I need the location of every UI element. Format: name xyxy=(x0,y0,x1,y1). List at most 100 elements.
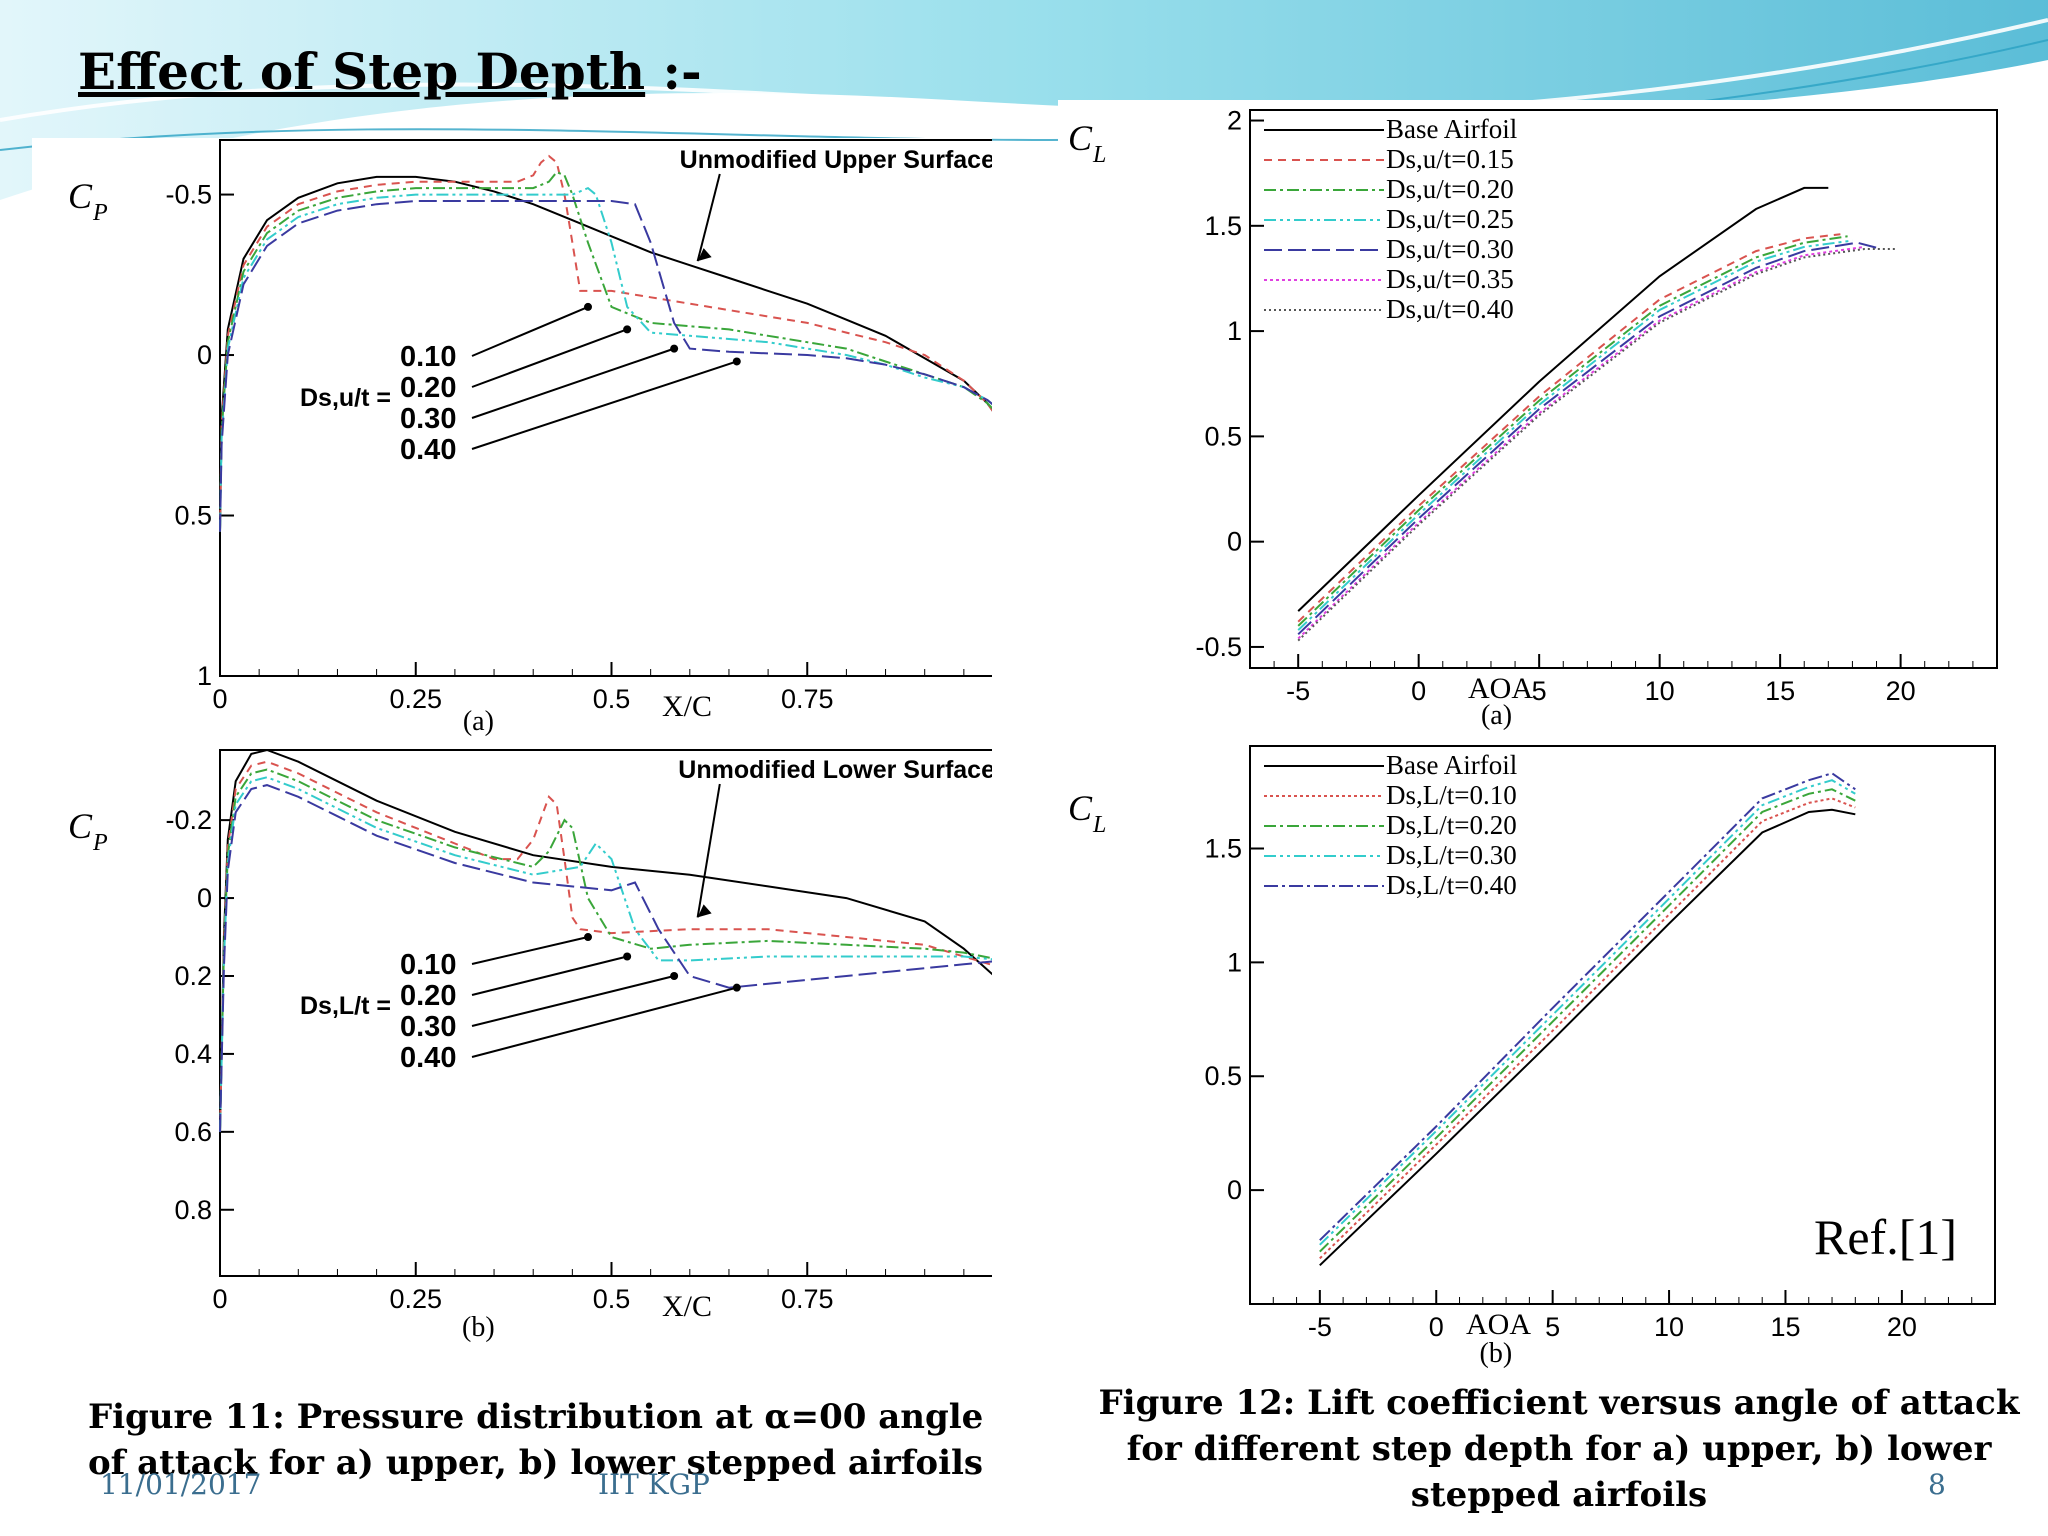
step-depth-arrow xyxy=(471,955,628,996)
annotation-arrow xyxy=(696,173,721,262)
y-axis-label: C xyxy=(1068,118,1093,158)
series-line-5 xyxy=(1297,245,1865,640)
y-tick-label: 0.2 xyxy=(174,961,212,991)
step-depth-arrowhead xyxy=(584,933,593,942)
step-depth-arrow xyxy=(471,328,628,388)
annotation-arrow xyxy=(696,783,721,918)
y-tick-label: 0.4 xyxy=(174,1039,212,1069)
figure-12-panel: -5 0 5 10 15 20 -0.5 0 0.5 1 1.5 2 C L AOA (a) Base Airf… xyxy=(1058,100,2048,1370)
x-tick-label: 0.75 xyxy=(781,1284,834,1314)
y-tick-label: 0.8 xyxy=(174,1195,212,1225)
y-axis-label-sub: P xyxy=(92,200,108,226)
plot-frame xyxy=(219,139,992,677)
y-tick-label: 0 xyxy=(1227,527,1242,557)
series-line-6 xyxy=(1297,248,1896,642)
y-tick-label: -0.5 xyxy=(165,180,212,210)
y-tick-label: 2 xyxy=(1227,106,1242,136)
series-line-2 xyxy=(1319,788,1856,1253)
step-depth-arrowhead xyxy=(623,952,632,961)
panel-label: (a) xyxy=(463,706,494,737)
panel-label: (b) xyxy=(462,1312,495,1343)
step-depth-arrow xyxy=(471,986,738,1058)
series-line-0 xyxy=(219,748,992,1132)
step-depth-label: 0.30 xyxy=(400,403,456,435)
y-tick-label: 0.5 xyxy=(174,501,212,531)
legend-label: Ds,u/t=0.35 xyxy=(1386,264,1514,294)
step-depth-arrow xyxy=(471,360,738,450)
figure-11-panel: 00.250.50.751-0.500.51CPX/C(a)Unmodified… xyxy=(32,138,992,1366)
legend-label: Ds,u/t=0.25 xyxy=(1386,204,1514,234)
x-tick-label: 0 xyxy=(212,684,227,714)
y-tick-label: 1 xyxy=(1227,316,1242,346)
footer-org: IIT KGP xyxy=(598,1468,710,1501)
step-depth-label: 0.20 xyxy=(400,980,456,1012)
step-depth-group-label: Ds,L/t = xyxy=(300,992,391,1020)
x-tick-label: 0.25 xyxy=(389,684,442,714)
legend-label: Ds,L/t=0.40 xyxy=(1386,870,1517,900)
series-line-1 xyxy=(1319,797,1856,1260)
x-axis-label: X/C xyxy=(662,690,712,723)
series-line-4 xyxy=(219,784,992,1132)
y-tick-label: 0.5 xyxy=(1204,421,1242,451)
series-line-4 xyxy=(1319,772,1856,1241)
cp-upper-chart: 00.250.50.751-0.500.51CPX/C(a)Unmodified… xyxy=(68,139,992,737)
footer-page-number: 8 xyxy=(1928,1468,1946,1501)
step-depth-arrow xyxy=(471,936,589,965)
y-tick-label: 0 xyxy=(1227,1175,1242,1205)
series-line-3 xyxy=(219,186,992,532)
x-tick-label: 0.5 xyxy=(593,684,631,714)
y-axis-label: C xyxy=(68,176,93,216)
y-tick-label: -0.5 xyxy=(1195,632,1242,662)
annotation-arrowhead xyxy=(697,248,712,262)
legend-label: Ds,L/t=0.20 xyxy=(1386,810,1517,840)
series-line-4 xyxy=(1297,241,1882,636)
step-depth-group-label: Ds,u/t = xyxy=(300,384,391,412)
legend-label: Ds,L/t=0.10 xyxy=(1386,780,1517,810)
series-line-2 xyxy=(219,170,992,532)
slide-title: Effect of Step Depth :- xyxy=(78,42,702,101)
series-line-1 xyxy=(219,760,992,1132)
x-tick-label: 0.75 xyxy=(781,684,834,714)
reference-label: Ref.[1] xyxy=(1814,1209,1957,1265)
panel-label: (b) xyxy=(1480,1338,1513,1369)
legend-label: Base Airfoil xyxy=(1386,114,1517,144)
series-line-0 xyxy=(1319,808,1856,1267)
step-depth-label: 0.20 xyxy=(400,372,456,404)
x-tick-label: 0 xyxy=(212,1284,227,1314)
series-line-0 xyxy=(219,175,992,532)
step-depth-arrow xyxy=(471,975,675,1027)
series-line-2 xyxy=(1297,235,1848,627)
series-line-3 xyxy=(1297,239,1853,631)
step-depth-arrowhead xyxy=(584,302,593,311)
step-depth-arrowhead xyxy=(670,344,679,353)
header-swoosh xyxy=(0,0,2048,200)
series-line-3 xyxy=(1319,779,1856,1246)
x-tick-label: 0.25 xyxy=(389,1284,442,1314)
step-depth-label: 0.10 xyxy=(400,341,456,373)
legend-label: Ds,L/t=0.30 xyxy=(1386,840,1517,870)
y-axis-label-sub: L xyxy=(1092,812,1106,838)
annotation-arrowhead xyxy=(697,904,712,918)
step-depth-label: 0.40 xyxy=(400,1042,456,1074)
step-depth-label: 0.30 xyxy=(400,1011,456,1043)
step-depth-arrow xyxy=(471,305,589,357)
y-tick-label: 1.5 xyxy=(1204,833,1242,863)
footer-date: 11/01/2017 xyxy=(100,1468,262,1501)
x-tick-label: 10 xyxy=(1645,676,1675,706)
y-axis-label: C xyxy=(68,806,93,846)
series-line-0 xyxy=(1297,186,1829,612)
y-tick-label: 1.5 xyxy=(1204,211,1242,241)
surface-annotation: Unmodified Upper Surface xyxy=(680,146,992,174)
legend-label: Ds,u/t=0.20 xyxy=(1386,174,1514,204)
y-tick-label: 0 xyxy=(197,883,212,913)
y-tick-label: -0.2 xyxy=(165,805,212,835)
y-tick-label: 0 xyxy=(197,340,212,370)
cl-upper-chart: -5 0 5 10 15 20 -0.5 0 0.5 1 1.5 2 C L AOA(a) Base Airf… xyxy=(1068,106,1998,730)
x-tick-label: -5 xyxy=(1308,1312,1332,1342)
legend-label: Ds,u/t=0.15 xyxy=(1386,144,1514,174)
x-tick-label: 20 xyxy=(1887,1312,1917,1342)
step-depth-arrowhead xyxy=(732,983,741,992)
x-tick-label: 0 xyxy=(1429,1312,1444,1342)
x-axis-label: X/C xyxy=(662,1290,712,1323)
